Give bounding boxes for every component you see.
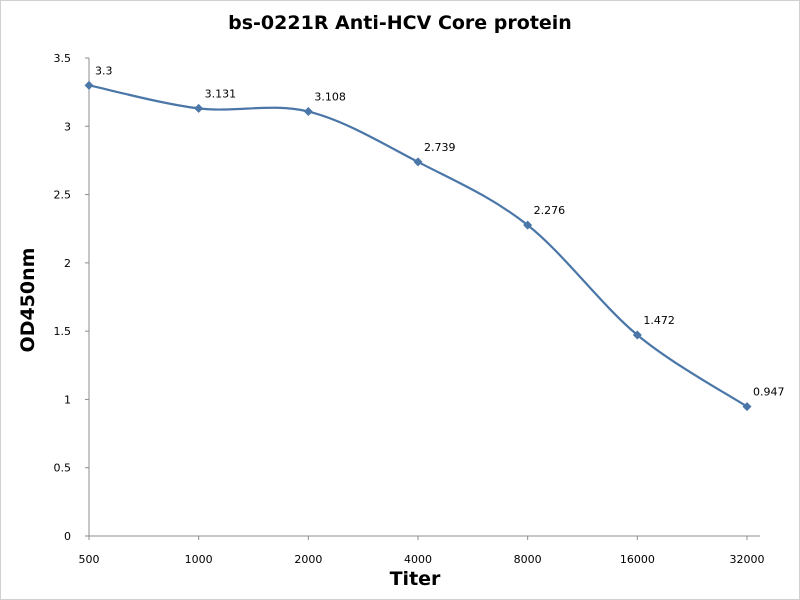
x-tick-label: 8000 [514,553,542,566]
data-point-marker [413,157,423,167]
chart-title: bs-0221R Anti-HCV Core protein [228,12,572,34]
x-tick-label: 500 [79,553,100,566]
x-tick-label: 2000 [294,553,322,566]
y-tick-label: 2.5 [54,189,72,202]
data-label: 3.131 [205,87,237,100]
data-label: 3.108 [314,91,346,104]
y-tick-label: 1 [64,393,71,406]
data-point-marker [303,107,313,117]
data-label: 0.947 [753,386,785,399]
data-point-marker [523,220,533,230]
y-tick-label: 0.5 [54,462,72,475]
series-line [88,84,748,408]
data-point-marker [632,330,642,340]
data-point-marker [194,103,204,113]
y-tick-label: 3.5 [54,52,72,65]
y-tick-label: 2 [64,257,71,270]
data-label: 3.3 [95,64,113,77]
y-tick-label: 1.5 [54,325,72,338]
x-tick-label: 32000 [730,553,765,566]
x-tick-label: 4000 [404,553,432,566]
x-tick-label: 1000 [185,553,213,566]
x-tick-label: 16000 [620,553,655,566]
data-label: 1.472 [643,314,675,327]
y-tick-label: 0 [64,530,71,543]
data-label: 2.739 [424,141,456,154]
data-point-marker [84,80,94,90]
y-tick-label: 3 [64,120,71,133]
x-axis-label: Titer [389,568,441,590]
data-label: 2.276 [534,204,566,217]
data-point-marker [742,402,752,412]
